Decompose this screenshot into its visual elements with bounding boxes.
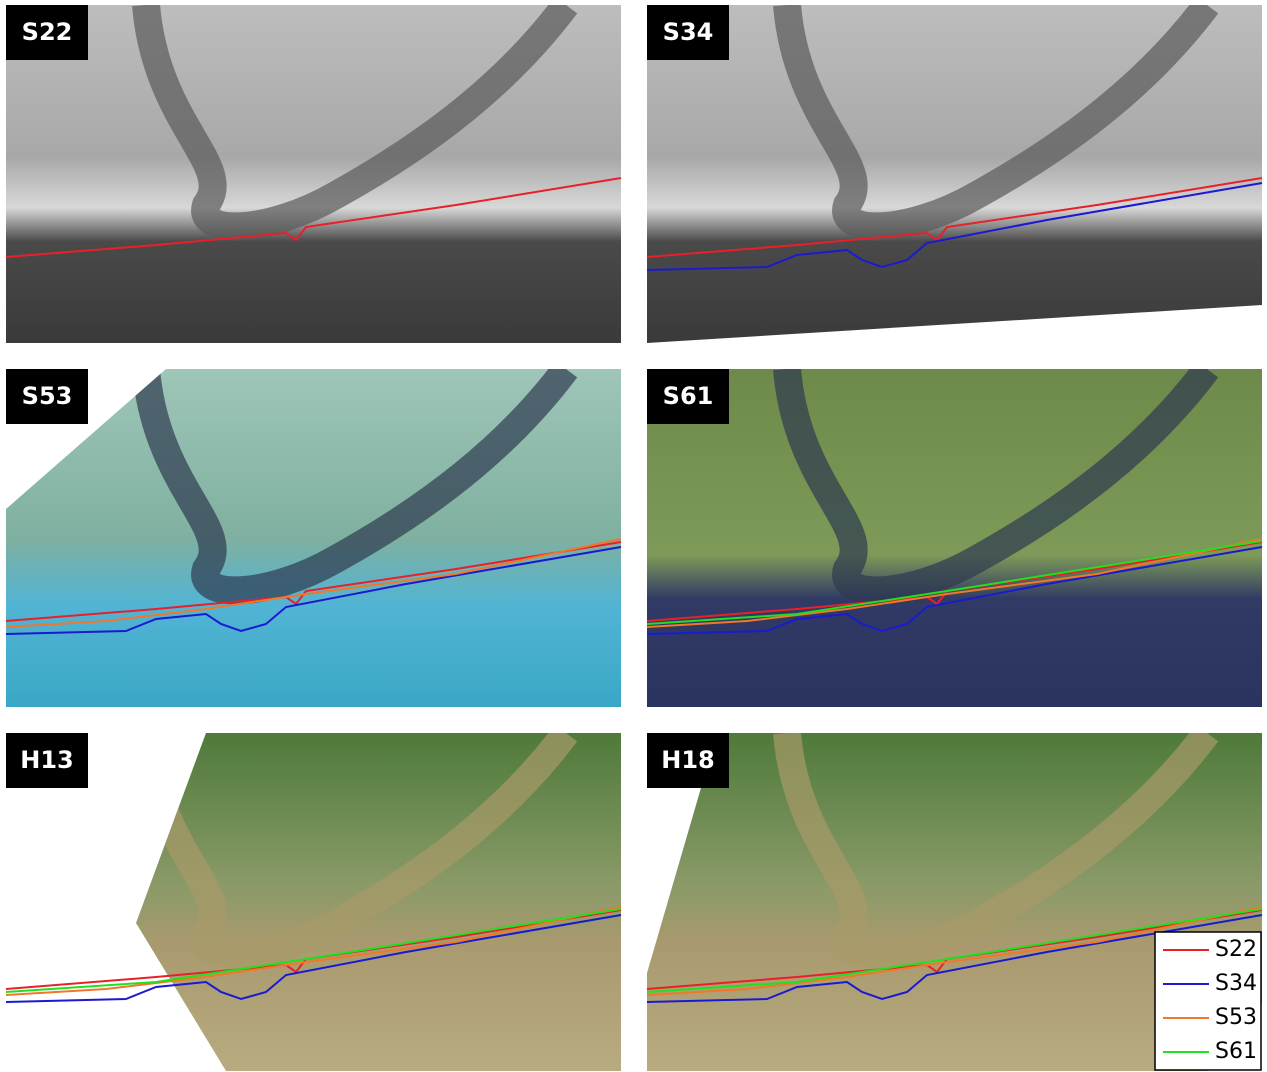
- panel-label: S53: [22, 382, 73, 410]
- river: [132, 369, 578, 605]
- river: [773, 5, 1219, 241]
- river: [136, 733, 578, 969]
- panel-label: H18: [661, 746, 714, 774]
- label-box: [647, 369, 729, 424]
- shoreline: [646, 540, 1263, 625]
- panel-label: S61: [663, 382, 714, 410]
- shoreline: [646, 908, 1263, 993]
- shoreline: [646, 546, 1263, 635]
- shoreline: [5, 546, 622, 635]
- photo: [647, 5, 1262, 343]
- panel-label: H13: [20, 746, 73, 774]
- photo-panel: H13: [5, 733, 622, 1071]
- legend-label: S22: [1215, 937, 1257, 962]
- shoreline: [646, 182, 1263, 271]
- photo-panel: S61: [646, 369, 1263, 707]
- label-box: [647, 5, 729, 60]
- legend: S22 S34 S53 S61: [1154, 931, 1262, 1071]
- photo: [6, 369, 621, 707]
- river: [773, 369, 1219, 605]
- photo-panel: S22: [5, 5, 622, 343]
- photo: [6, 5, 621, 343]
- legend-label: S53: [1215, 1005, 1257, 1030]
- label-box: [6, 5, 88, 60]
- shoreline: [5, 541, 622, 622]
- shoreline: [646, 538, 1263, 628]
- shoreline: [646, 177, 1263, 258]
- shoreline: [646, 906, 1263, 996]
- photo: [136, 733, 621, 1071]
- label-box: [647, 733, 729, 788]
- shoreline: [5, 914, 622, 1003]
- shoreline: [5, 908, 622, 993]
- legend-box: [1154, 931, 1262, 1071]
- shoreline: [5, 177, 622, 258]
- photo: [647, 369, 1262, 707]
- river: [132, 5, 578, 241]
- shoreline: [646, 541, 1263, 622]
- shoreline: [646, 909, 1263, 990]
- label-box: [6, 733, 88, 788]
- label-box: [6, 369, 88, 424]
- shoreline: [5, 906, 622, 996]
- shoreline: [5, 909, 622, 990]
- panel-label: S34: [663, 18, 714, 46]
- shoreline: [646, 914, 1263, 1003]
- river: [773, 733, 1219, 969]
- shoreline: [5, 538, 622, 628]
- photo-panel: S34: [646, 5, 1263, 343]
- photo-panel: S53: [5, 369, 622, 707]
- legend-label: S61: [1215, 1039, 1257, 1064]
- legend-label: S34: [1215, 971, 1257, 996]
- panel-label: S22: [22, 18, 73, 46]
